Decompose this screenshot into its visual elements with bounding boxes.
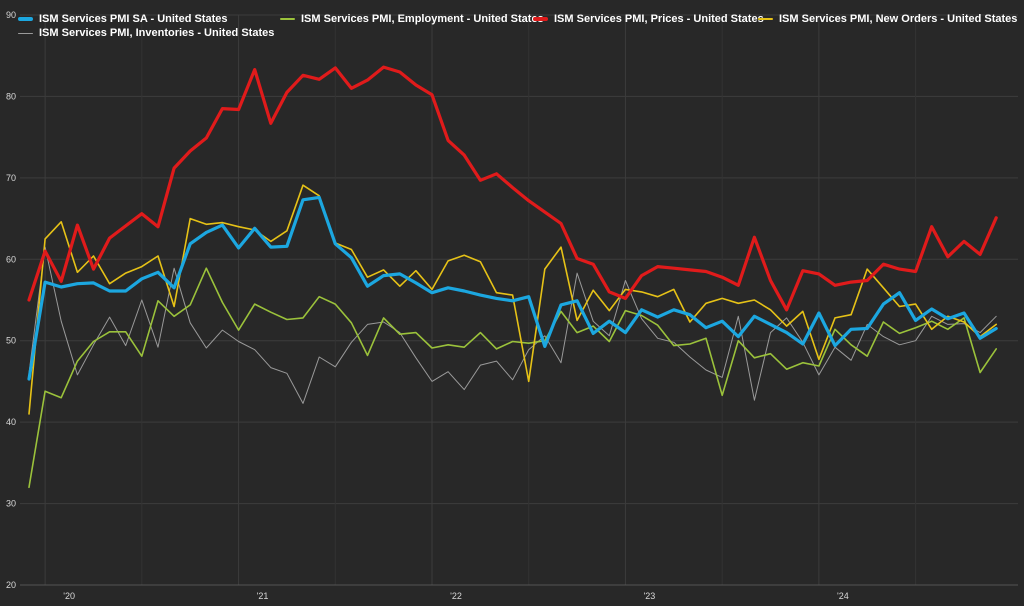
legend-swatch bbox=[533, 17, 548, 21]
x-tick-label: '20 bbox=[63, 591, 75, 601]
y-tick-label: 20 bbox=[6, 580, 16, 590]
y-tick-label: 70 bbox=[6, 173, 16, 183]
legend-label: ISM Services PMI, Employment - United St… bbox=[301, 13, 544, 25]
legend-label: ISM Services PMI SA - United States bbox=[39, 13, 228, 25]
y-tick-label: 60 bbox=[6, 254, 16, 264]
legend-swatch bbox=[280, 18, 295, 20]
series-group bbox=[27, 65, 998, 489]
y-tick-label: 40 bbox=[6, 417, 16, 427]
axes: 20 30 40 50 60 70 80 90 '20 '21 '22 '23 '24 bbox=[6, 10, 1018, 601]
x-tick-label: '21 bbox=[257, 591, 269, 601]
legend-item-inventories[interactable]: ISM Services PMI, Inventories - United S… bbox=[18, 27, 274, 39]
legend-swatch bbox=[758, 18, 773, 20]
x-tick-label: '22 bbox=[450, 591, 462, 601]
series-line-new-orders bbox=[28, 184, 998, 415]
y-tick-label: 30 bbox=[6, 499, 16, 509]
legend-label: ISM Services PMI, New Orders - United St… bbox=[779, 13, 1018, 25]
y-tick-label: 90 bbox=[6, 10, 16, 20]
legend-item-prices[interactable]: ISM Services PMI, Prices - United States bbox=[533, 13, 764, 25]
series-line-employment bbox=[28, 267, 998, 489]
legend-item-employment[interactable]: ISM Services PMI, Employment - United St… bbox=[280, 13, 544, 25]
y-tick-label: 50 bbox=[6, 336, 16, 346]
series-line-services-pmi bbox=[27, 195, 998, 381]
legend-item-new-orders[interactable]: ISM Services PMI, New Orders - United St… bbox=[758, 13, 1017, 25]
y-tick-label: 80 bbox=[6, 91, 16, 101]
x-tick-label: '23 bbox=[644, 591, 656, 601]
legend-item-services-pmi[interactable]: ISM Services PMI SA - United States bbox=[18, 13, 227, 25]
legend-label: ISM Services PMI, Inventories - United S… bbox=[39, 27, 275, 39]
legend-swatch bbox=[18, 17, 33, 21]
legend-swatch bbox=[18, 32, 33, 34]
legend-label: ISM Services PMI, Prices - United States bbox=[554, 13, 764, 25]
series-line-prices bbox=[27, 65, 998, 312]
x-tick-label: '24 bbox=[837, 591, 849, 601]
